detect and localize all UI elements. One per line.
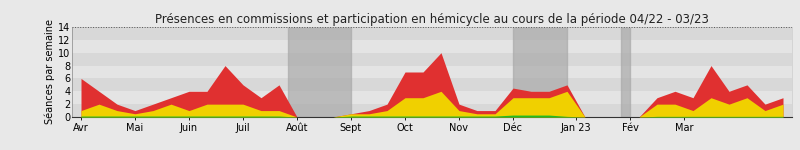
Bar [72, 91, 792, 104]
Bar [72, 66, 792, 78]
Title: Présences en commissions et participation en hémicycle au cours de la période 04: Présences en commissions et participatio… [155, 13, 709, 26]
Bar [72, 40, 792, 53]
Bar [288, 27, 351, 117]
Bar [72, 27, 792, 40]
Bar [513, 27, 567, 117]
Bar [72, 104, 792, 117]
Bar [72, 53, 792, 66]
Bar [72, 78, 792, 91]
Bar [621, 27, 630, 117]
Y-axis label: Séances par semaine: Séances par semaine [45, 20, 55, 124]
